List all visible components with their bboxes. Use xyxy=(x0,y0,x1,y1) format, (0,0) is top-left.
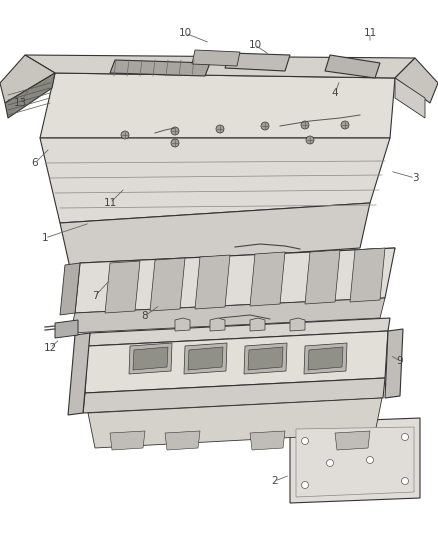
Polygon shape xyxy=(305,250,340,304)
Circle shape xyxy=(301,438,308,445)
Polygon shape xyxy=(68,333,90,415)
Polygon shape xyxy=(335,431,370,450)
Polygon shape xyxy=(290,418,420,503)
Polygon shape xyxy=(210,318,225,331)
Polygon shape xyxy=(110,431,145,450)
Polygon shape xyxy=(88,318,390,346)
Polygon shape xyxy=(129,343,172,374)
Circle shape xyxy=(261,122,269,130)
Polygon shape xyxy=(250,252,285,306)
Circle shape xyxy=(171,139,179,147)
Text: 6: 6 xyxy=(32,158,38,168)
Text: 11: 11 xyxy=(103,198,117,208)
Polygon shape xyxy=(244,343,287,374)
Polygon shape xyxy=(290,318,305,331)
Polygon shape xyxy=(175,318,190,331)
Circle shape xyxy=(367,456,374,464)
Polygon shape xyxy=(83,378,385,413)
Text: 7: 7 xyxy=(92,291,98,301)
Polygon shape xyxy=(60,263,80,315)
Polygon shape xyxy=(192,50,240,66)
Polygon shape xyxy=(395,78,425,118)
Polygon shape xyxy=(248,347,283,370)
Text: 11: 11 xyxy=(364,28,377,38)
Text: 1: 1 xyxy=(42,233,48,243)
Polygon shape xyxy=(188,347,223,370)
Polygon shape xyxy=(150,258,185,311)
Polygon shape xyxy=(304,343,347,374)
Polygon shape xyxy=(184,343,227,374)
Text: 10: 10 xyxy=(178,28,191,38)
Circle shape xyxy=(171,127,179,135)
Polygon shape xyxy=(25,55,415,78)
Polygon shape xyxy=(395,58,438,103)
Polygon shape xyxy=(70,298,385,333)
Polygon shape xyxy=(195,255,230,309)
Circle shape xyxy=(216,125,224,133)
Circle shape xyxy=(301,121,309,129)
Polygon shape xyxy=(350,248,385,302)
Polygon shape xyxy=(385,329,403,398)
Polygon shape xyxy=(75,248,395,313)
Circle shape xyxy=(121,131,129,139)
Text: 9: 9 xyxy=(397,356,403,366)
Circle shape xyxy=(326,459,333,466)
Text: 10: 10 xyxy=(248,40,261,50)
Polygon shape xyxy=(225,53,290,71)
Polygon shape xyxy=(55,320,78,338)
Polygon shape xyxy=(40,73,395,138)
Polygon shape xyxy=(250,318,265,331)
Text: 3: 3 xyxy=(412,173,418,183)
Polygon shape xyxy=(105,261,140,313)
Text: 2: 2 xyxy=(272,476,278,486)
Polygon shape xyxy=(133,347,168,370)
Text: 13: 13 xyxy=(14,98,27,108)
Polygon shape xyxy=(60,203,370,268)
Polygon shape xyxy=(110,60,210,76)
Polygon shape xyxy=(250,431,285,450)
Polygon shape xyxy=(296,427,414,497)
Text: 12: 12 xyxy=(43,343,57,353)
Circle shape xyxy=(402,433,409,440)
Polygon shape xyxy=(80,248,395,278)
Text: 4: 4 xyxy=(332,88,338,98)
Circle shape xyxy=(301,481,308,489)
Polygon shape xyxy=(0,55,55,103)
Polygon shape xyxy=(325,55,380,78)
Polygon shape xyxy=(308,347,343,370)
Circle shape xyxy=(341,121,349,129)
Polygon shape xyxy=(40,138,390,223)
Polygon shape xyxy=(5,73,55,118)
Circle shape xyxy=(306,136,314,144)
Polygon shape xyxy=(165,431,200,450)
Text: 8: 8 xyxy=(141,311,148,321)
Circle shape xyxy=(402,478,409,484)
Polygon shape xyxy=(88,398,382,448)
Polygon shape xyxy=(85,331,388,393)
